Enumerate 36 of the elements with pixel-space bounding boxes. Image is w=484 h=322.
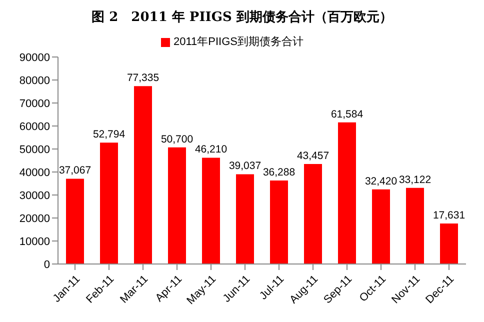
bar [338,122,356,264]
bar [270,180,288,264]
data-label: 52,794 [92,128,126,141]
chart-title: 图 2 2011 年 PIIGS 到期债务合计（百万欧元） [90,9,394,26]
data-label: 17,631 [432,209,466,222]
data-label: 77,335 [126,72,160,84]
bar [406,188,424,264]
data-label: 43,457 [296,150,330,162]
y-tick-label: 60000 [19,120,50,133]
data-label: 33,122 [398,174,432,186]
data-label: 32,420 [364,175,398,188]
y-tick-label: 80000 [19,74,50,87]
bar [134,86,152,264]
y-tick-label: 70000 [19,98,50,110]
data-label: 50,700 [160,133,194,146]
y-tick-label: 90000 [19,52,50,64]
y-tick-label: 30000 [19,190,50,202]
y-tick-label: 50000 [19,144,50,156]
bar [100,142,118,264]
data-label: 36,288 [262,166,296,179]
bar [236,174,254,264]
bar [202,158,220,264]
data-label: 61,584 [330,108,364,120]
data-label: 39,037 [228,160,262,172]
data-label: 37,067 [58,164,92,177]
bar [66,178,84,264]
data-label: 46,210 [194,144,228,156]
bar [372,189,390,264]
y-tick-label: 0 [44,258,50,271]
bar [440,223,458,264]
y-tick-label: 10000 [19,236,50,248]
bar [304,164,322,264]
y-tick-label: 40000 [19,166,50,179]
y-tick-label: 20000 [19,212,50,225]
legend-label: 2011年PIIGS到期债务合计 [174,36,304,48]
bar [168,147,186,264]
